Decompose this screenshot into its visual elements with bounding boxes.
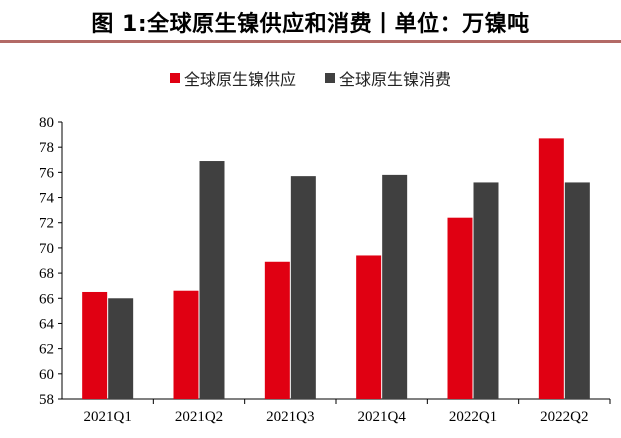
legend-label-consumption: 全球原生镍消费 bbox=[339, 70, 452, 89]
legend: 全球原生镍供应 全球原生镍消费 bbox=[0, 66, 621, 90]
title-divider bbox=[0, 40, 621, 43]
legend-item-consumption: 全球原生镍消费 bbox=[325, 66, 451, 90]
x-tick-label: 2022Q1 bbox=[449, 409, 497, 425]
x-tick-label: 2021Q2 bbox=[175, 409, 223, 425]
x-tick-label: 2021Q3 bbox=[266, 409, 314, 425]
y-tick-label: 74 bbox=[39, 191, 55, 207]
x-tick-label: 2022Q2 bbox=[540, 409, 588, 425]
legend-label-supply: 全球原生镍供应 bbox=[183, 70, 296, 89]
bar-supply bbox=[447, 217, 473, 399]
legend-swatch-consumption bbox=[325, 73, 336, 83]
chart-title: 图 1:全球原生镍供应和消费丨单位：万镍吨 bbox=[91, 12, 530, 37]
bar-consumption bbox=[290, 176, 316, 399]
bar-consumption bbox=[473, 182, 499, 399]
bar-supply bbox=[82, 291, 108, 399]
bar-consumption bbox=[382, 174, 408, 399]
x-tick-label: 2021Q1 bbox=[83, 409, 131, 425]
bar-supply bbox=[356, 255, 382, 399]
bar-supply bbox=[173, 290, 199, 399]
y-tick-label: 70 bbox=[39, 241, 54, 257]
legend-item-supply: 全球原生镍供应 bbox=[169, 66, 296, 90]
bar-consumption bbox=[199, 161, 225, 399]
y-tick-label: 60 bbox=[39, 367, 54, 383]
y-tick-label: 76 bbox=[39, 165, 55, 181]
y-tick-label: 68 bbox=[39, 266, 54, 282]
y-tick-label: 58 bbox=[39, 392, 54, 408]
bar-supply bbox=[264, 261, 290, 399]
y-tick-label: 72 bbox=[39, 216, 54, 232]
bar-consumption bbox=[108, 298, 134, 399]
y-tick-label: 80 bbox=[39, 115, 54, 131]
legend-swatch-supply bbox=[169, 73, 180, 83]
y-tick-label: 64 bbox=[39, 316, 55, 332]
y-tick-label: 66 bbox=[39, 291, 55, 307]
bar-supply bbox=[538, 138, 564, 400]
y-tick-label: 78 bbox=[39, 140, 54, 156]
x-tick-label: 2021Q4 bbox=[357, 409, 406, 425]
y-tick-label: 62 bbox=[39, 342, 54, 358]
bar-consumption bbox=[564, 182, 590, 399]
